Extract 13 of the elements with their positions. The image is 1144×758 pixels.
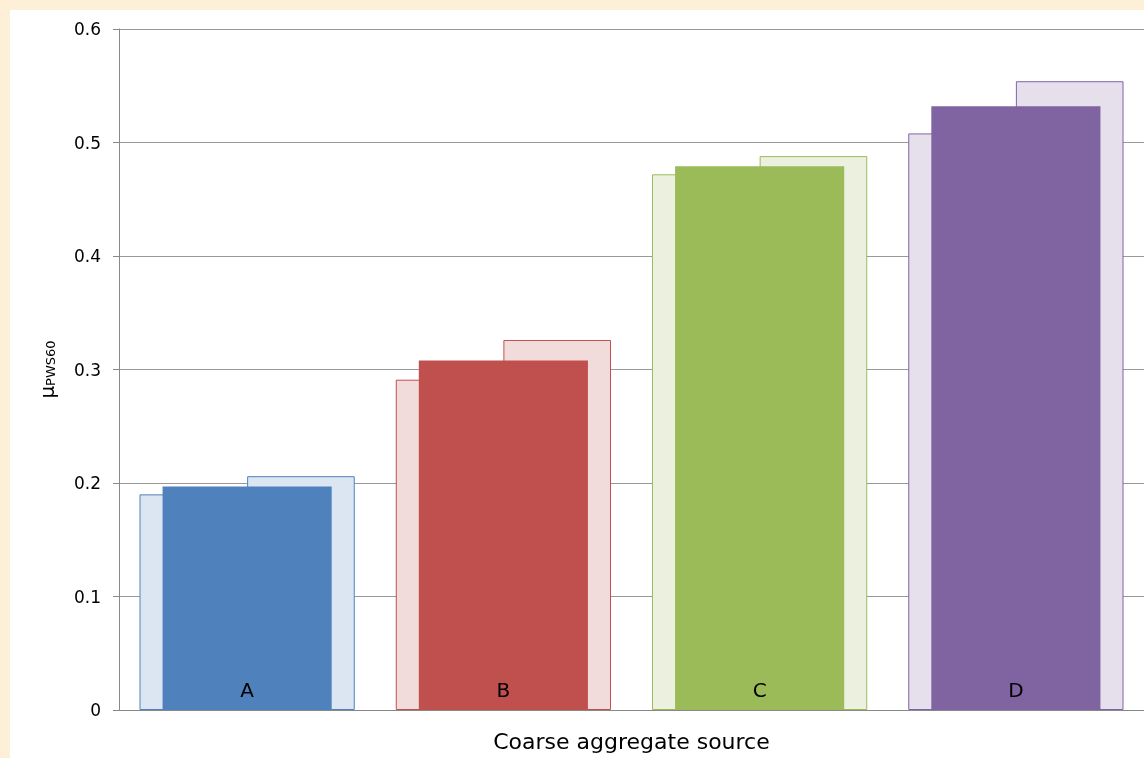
- y-tick-label: 0.1: [73, 586, 101, 607]
- y-tick-label: 0: [90, 700, 101, 720]
- y-tick-label: 0.5: [73, 132, 101, 153]
- y-tick-label: 0.3: [73, 359, 101, 380]
- y-tick-label: 0.4: [73, 246, 101, 266]
- x-tick-label: D: [1008, 678, 1024, 702]
- y-tick-label: 0.2: [73, 473, 101, 493]
- x-tick-label: C: [752, 678, 767, 702]
- x-tick-label: A: [240, 678, 255, 702]
- x-axis-title: Coarse aggregate source: [493, 728, 770, 754]
- x-tick-label: B: [496, 678, 511, 702]
- y-tick-label: 0.6: [73, 19, 101, 39]
- y-axis-title: μPWS60: [34, 340, 59, 399]
